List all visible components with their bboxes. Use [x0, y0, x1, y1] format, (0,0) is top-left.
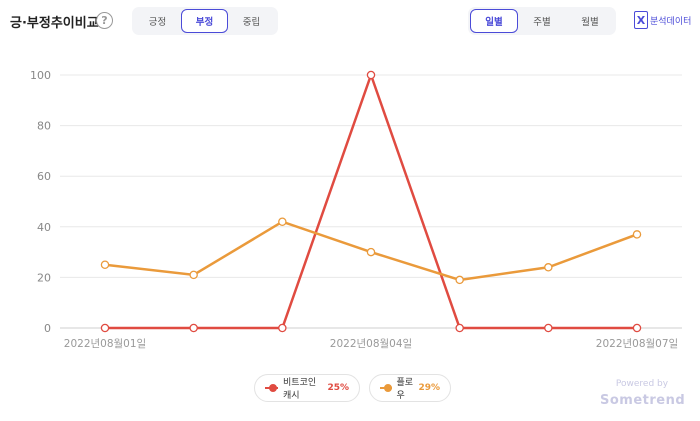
sentiment-tab-group: 긍정 부정 중립: [132, 7, 278, 35]
tab-daily[interactable]: 일별: [470, 9, 518, 33]
help-icon[interactable]: ?: [96, 12, 113, 29]
powered-by-text: Powered by: [615, 379, 669, 389]
data-point: [544, 323, 553, 333]
data-point: [632, 230, 642, 239]
legend-item-bitcoin-cash[interactable]: 비트코인캐시 25%: [254, 374, 360, 402]
legend-label: 비트코인캐시: [283, 378, 317, 401]
data-point: [189, 323, 198, 333]
data-point: [455, 323, 464, 333]
brand-logo: Sometrend: [600, 393, 686, 408]
tab-weekly[interactable]: 주별: [533, 17, 551, 28]
line-chart: 0 20 40 60 80 100 2022년08월01일 2022년08월04일 2022년…: [30, 69, 682, 350]
data-point: [544, 263, 553, 272]
legend-marker-icon: [265, 384, 279, 392]
legend-label: 플로우: [396, 378, 414, 401]
y-tick-label: 80: [37, 120, 51, 133]
series-line: [105, 71, 637, 330]
x-tick-label: 2022년08월04일: [330, 337, 412, 350]
y-tick-label: 100: [30, 69, 51, 82]
data-point: [278, 217, 287, 226]
legend-item-flow[interactable]: 플로우 29%: [369, 374, 451, 402]
export-label: 분석데이터: [650, 16, 692, 27]
data-point: [100, 323, 110, 333]
data-point: [189, 270, 198, 280]
data-point: [366, 70, 376, 80]
tab-neutral[interactable]: 중립: [242, 17, 261, 28]
excel-icon: X: [634, 11, 648, 29]
page-title: 긍·부정추이비교: [10, 16, 99, 31]
tab-negative[interactable]: 부정: [181, 9, 228, 33]
data-point: [632, 323, 642, 333]
period-tab-group: 일별 주별 월별: [468, 7, 616, 35]
data-point: [100, 260, 110, 269]
y-tick-label: 0: [44, 322, 51, 335]
y-tick-label: 40: [37, 221, 51, 234]
y-tick-label: 60: [37, 170, 51, 183]
tab-positive[interactable]: 긍정: [148, 17, 167, 28]
data-point: [455, 275, 464, 285]
legend-percent: 25%: [327, 383, 349, 393]
x-tick-label: 2022년08월01일: [64, 337, 146, 350]
tab-monthly[interactable]: 월별: [581, 17, 599, 28]
legend-marker-icon: [380, 384, 392, 392]
data-point: [278, 323, 287, 333]
export-data-button[interactable]: X 분석데이터: [634, 11, 691, 29]
x-tick-label: 2022년08월07일: [596, 337, 678, 350]
data-point: [366, 247, 376, 257]
legend-percent: 29%: [418, 383, 440, 393]
y-tick-label: 20: [37, 271, 51, 284]
